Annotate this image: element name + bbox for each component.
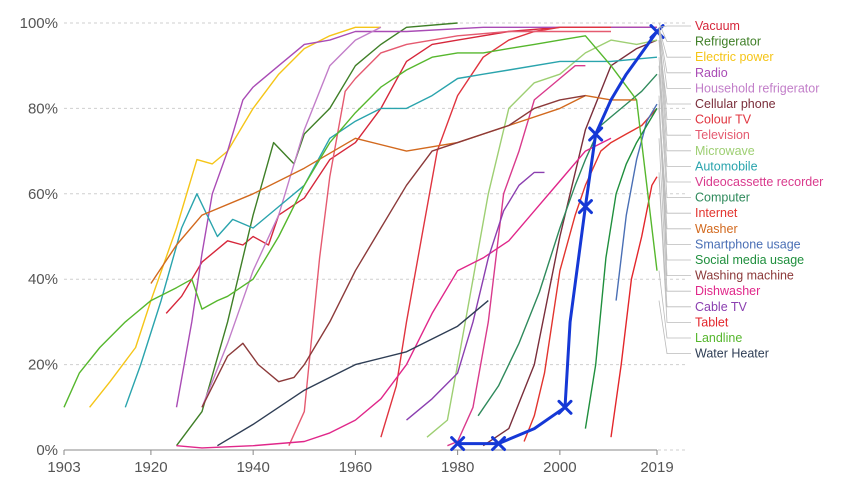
legend-connector [658,138,691,292]
legend-item: Social media usage [695,253,804,267]
y-tick-label: 20% [28,357,58,374]
x-tick-label: 2000 [543,459,576,476]
legend-connector [658,40,691,152]
x-tick-label: 2019 [640,459,673,476]
x-tick-label: 1940 [236,459,269,476]
series-line-cellular-phone [482,39,658,447]
legend-connector [658,176,691,323]
y-tick-label: 80% [28,100,58,117]
legend-item: Cable TV [695,300,748,314]
legend-item: Refrigerator [695,35,761,49]
series-line-computer [477,73,658,417]
legend-connector [658,27,691,58]
series-line-radio [175,26,657,408]
legend-item: Household refrigerator [695,81,819,95]
legend-item: Television [695,128,750,142]
legend-item: Landline [695,331,742,345]
legend-item: Microwave [695,144,755,158]
series-line-smartphone-usage [615,103,658,301]
series-line-colour-tv [380,26,611,438]
legend-connector [658,270,691,339]
legend-item: Colour TV [695,113,752,127]
series-line-automobile [124,56,658,408]
series-line-washing-machine [201,94,586,408]
legend-connector [658,65,691,183]
legend-connector [658,27,691,89]
highlight-x-marker [588,126,604,142]
y-tick-label: 60% [28,186,58,203]
series-line-social-media-usage [584,108,658,429]
y-tick-label: 0% [36,442,58,459]
legend-item: Internet [695,206,738,220]
legend-connector [658,27,691,120]
legend-item: Electric power [695,50,774,64]
legend-connector [658,172,691,308]
legend-item: Cellular phone [695,97,776,111]
highlight-x-marker [557,399,573,415]
legend-item: Tablet [695,315,729,329]
legend-connector [658,99,691,230]
series-line-dishwasher [176,137,612,449]
series-line-videocassette-recorder [447,65,586,447]
y-tick-label: 100% [20,15,58,32]
legend-item: Smartphone usage [695,237,801,251]
legend-connector [658,27,691,74]
x-tick-label: 1920 [134,459,167,476]
legend-connector [658,300,691,355]
series-line-water-heater [217,300,489,447]
x-tick-label: 1980 [441,459,474,476]
legend-item: Videocassette recorder [695,175,823,189]
series-line-landline [63,35,658,408]
series-lines [63,22,658,449]
legend-connector [658,95,691,277]
legend-connector [658,25,691,28]
legend-item: Vacuum [695,19,740,33]
highlight-x-marker [491,436,507,452]
legend-item: Automobile [695,159,758,173]
series-line-household-refrigerator [201,26,382,408]
legend-item: Washing machine [695,269,794,283]
legend-item: Washer [695,222,738,236]
legend-connector [658,22,691,42]
series-line-cable-tv [406,171,545,421]
legend-item: Dishwasher [695,284,760,298]
highlight-x-marker [450,436,466,452]
legend-connector [658,74,691,199]
legend-connector [658,57,691,167]
legend-item: Computer [695,191,750,205]
axes: 0% 20% 40% 60% 80% 100% 1903 1920 1940 1960 1980 20… [20,15,674,476]
y-tick-label: 40% [28,271,58,288]
series-line-electric-power [89,26,381,408]
legend-connector [658,31,691,136]
highlight-x-marker [577,199,593,215]
legend-item: Water Heater [695,347,769,361]
legend-item: Radio [695,66,728,80]
series-line-internet [523,107,658,442]
x-tick-label: 1960 [339,459,372,476]
series-line-television [288,30,611,446]
series-line-tablet [610,176,658,438]
x-tick-label: 1903 [47,459,80,476]
